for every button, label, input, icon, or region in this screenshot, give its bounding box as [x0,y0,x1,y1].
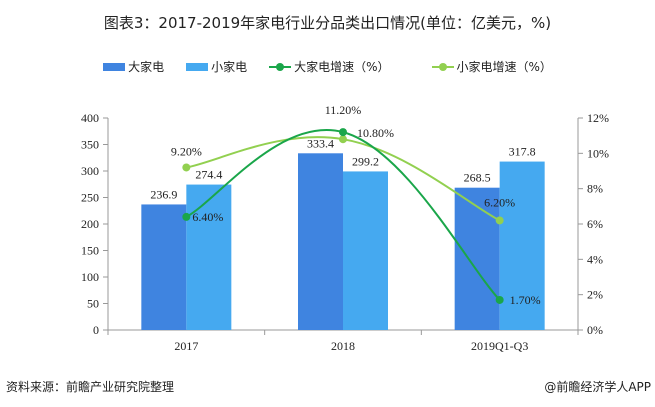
growth-value-label: 9.20% [171,144,202,158]
y-left-tick-label: 350 [81,138,99,152]
y-right-tick-label: 4% [587,252,603,266]
x-tick-label: 2019Q1-Q3 [471,339,528,353]
legend-item-small-appliance: 小家电 [186,58,247,75]
growth-value-label: 6.40% [192,210,223,224]
legend: 大家电 小家电 大家电增速（%） 小家电增速（%） [0,58,655,75]
bar-large [141,204,187,330]
x-tick-label: 2017 [174,339,198,353]
y-right-tick-label: 2% [587,288,603,302]
y-left-tick-label: 400 [81,111,99,125]
brand-note: @前瞻经济学人APP [544,380,651,394]
bar-value-label: 299.2 [352,154,379,168]
growth-point [495,216,504,225]
legend-label: 小家电 [211,60,248,74]
growth-point [182,212,191,221]
bar-large [298,153,343,330]
y-left-tick-label: 0 [93,323,99,337]
y-left-tick-label: 250 [81,191,99,205]
legend-label: 小家电增速（%） [456,60,552,74]
bar-small [186,184,232,330]
growth-value-label: 10.80% [357,126,394,140]
bar-value-label: 317.8 [509,145,536,159]
legend-item-large-appliance: 大家电 [103,58,164,75]
growth-value-label: 11.20% [325,103,362,117]
y-right-tick-label: 10% [587,146,609,160]
growth-value-label: 1.70% [510,293,541,307]
legend-label: 大家电增速（%） [294,60,390,74]
bar-value-label: 333.4 [307,136,334,150]
y-right-tick-label: 6% [587,217,603,231]
legend-item-large-growth: 大家电增速（%） [269,58,390,75]
bar-small [343,171,388,330]
y-left-tick-label: 50 [87,297,99,311]
y-left-tick-label: 200 [81,217,99,231]
growth-value-label: 6.20% [484,195,515,209]
bar-value-label: 236.9 [150,187,177,201]
source-note: 资料来源：前瞻产业研究院整理 [6,380,175,394]
y-right-tick-label: 0% [587,323,603,337]
legend-item-small-growth: 小家电增速（%） [431,58,552,75]
bar-small [499,161,545,330]
y-left-tick-label: 100 [81,270,99,284]
growth-point [339,135,347,144]
y-left-tick-label: 300 [81,164,99,178]
growth-point [495,295,504,304]
chart-title: 图表3：2017-2019年家电行业分品类出口情况(单位：亿美元，%) [103,14,552,32]
bar-value-label: 274.4 [195,168,222,182]
x-tick-label: 2018 [331,339,355,353]
y-right-tick-label: 8% [587,182,603,196]
y-left-tick-label: 150 [81,244,99,258]
y-right-tick-label: 12% [587,111,609,125]
growth-point [182,163,191,172]
bar-large [454,187,500,330]
bar-value-label: 268.5 [464,171,491,185]
legend-label: 大家电 [128,60,165,74]
growth-point [339,128,347,137]
